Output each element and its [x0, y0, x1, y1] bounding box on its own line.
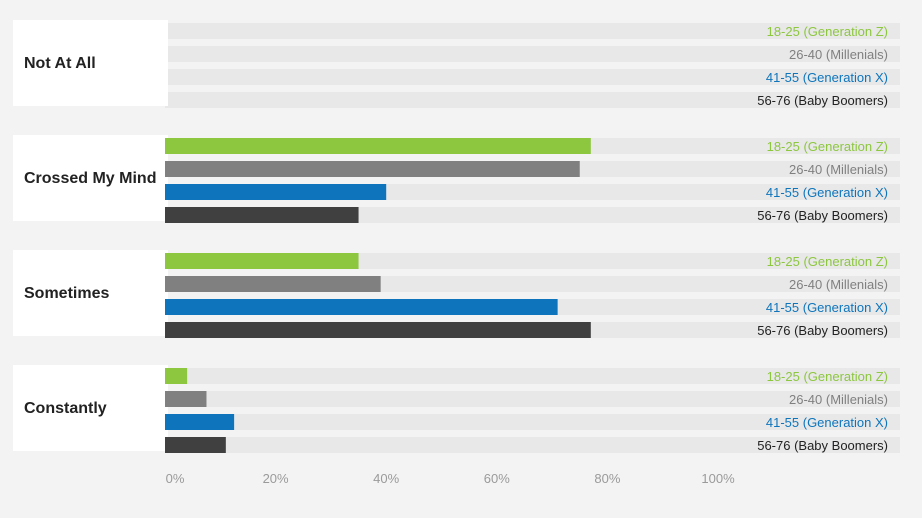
bar-56-76-baby-boomers: [165, 437, 226, 453]
category-label: Sometimes: [24, 285, 109, 302]
category-label: Constantly: [24, 400, 107, 417]
bar-41-55-generation-x: [165, 184, 387, 200]
series-label: 56-76 (Baby Boomers): [757, 93, 888, 108]
bar-18-25-generation-z: [165, 138, 591, 154]
series-label: 18-25 (Generation Z): [767, 369, 888, 384]
series-label: 41-55 (Generation X): [766, 70, 888, 85]
group-not-at-all: Not At All 18-25 (Generation Z) 26-40 (Mil…: [13, 20, 900, 108]
series-label: 26-40 (Millenials): [789, 47, 888, 62]
bar-18-25-generation-z: [165, 253, 359, 269]
bar-track: [165, 92, 900, 108]
bar-41-55-generation-x: [165, 299, 558, 315]
x-axis: 0% 20% 40% 60% 80% 100%: [166, 471, 735, 486]
x-tick-label: 60%: [484, 471, 510, 486]
group-crossed-my-mind: Crossed My Mind 18-25 (Generation Z) 26-40…: [13, 135, 900, 223]
bar-track: [165, 46, 900, 62]
series-label: 18-25 (Generation Z): [767, 139, 888, 154]
series-label: 56-76 (Baby Boomers): [757, 323, 888, 338]
category-panel: [13, 20, 168, 106]
category-panel: [13, 365, 168, 451]
x-tick-label: 100%: [701, 471, 735, 486]
category-panel: [13, 135, 168, 221]
bar-track: [165, 414, 900, 430]
bar-18-25-generation-z: [165, 368, 188, 384]
bar-track: [165, 391, 900, 407]
bar-56-76-baby-boomers: [165, 207, 359, 223]
bar-track: [165, 23, 900, 39]
bar-track: [165, 69, 900, 85]
x-tick-label: 80%: [594, 471, 620, 486]
series-label: 56-76 (Baby Boomers): [757, 208, 888, 223]
bar-56-76-baby-boomers: [165, 322, 591, 338]
series-label: 26-40 (Millenials): [789, 277, 888, 292]
bar-26-40-millenials: [165, 391, 207, 407]
group-sometimes: Sometimes 18-25 (Generation Z) 26-40 (Mill…: [13, 250, 900, 338]
series-label: 18-25 (Generation Z): [767, 254, 888, 269]
category-label: Crossed My Mind: [24, 170, 156, 187]
series-label: 41-55 (Generation X): [766, 300, 888, 315]
bar-track: [165, 437, 900, 453]
series-label: 56-76 (Baby Boomers): [757, 438, 888, 453]
group-constantly: Constantly 18-25 (Generation Z) 26-40 (Mil…: [13, 365, 900, 453]
category-label: Not At All: [24, 55, 96, 72]
x-tick-label: 20%: [263, 471, 289, 486]
category-panel: [13, 250, 168, 336]
series-label: 26-40 (Millenials): [789, 162, 888, 177]
series-label: 26-40 (Millenials): [789, 392, 888, 407]
bar-track: [165, 368, 900, 384]
x-tick-label: 40%: [373, 471, 399, 486]
series-label: 41-55 (Generation X): [766, 185, 888, 200]
series-label: 41-55 (Generation X): [766, 415, 888, 430]
bar-41-55-generation-x: [165, 414, 235, 430]
bar-26-40-millenials: [165, 161, 580, 177]
bar-26-40-millenials: [165, 276, 381, 292]
x-tick-label: 0%: [166, 471, 185, 486]
series-label: 18-25 (Generation Z): [767, 24, 888, 39]
